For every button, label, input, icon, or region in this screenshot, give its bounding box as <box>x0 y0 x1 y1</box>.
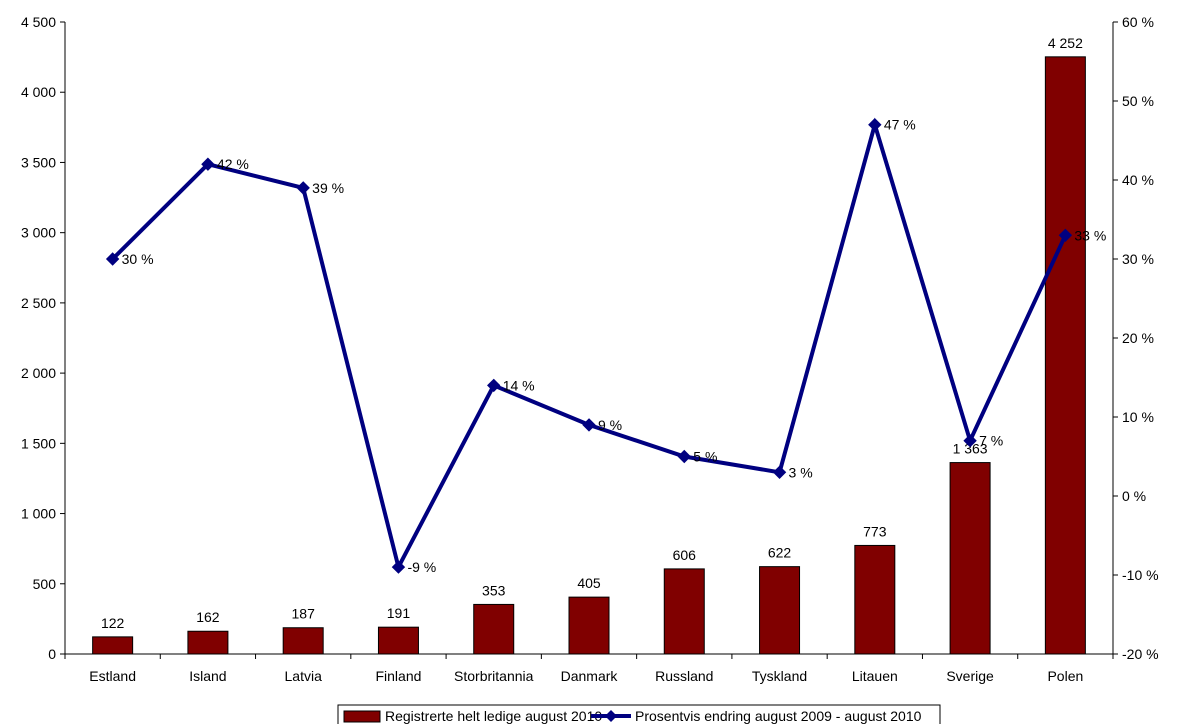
bar <box>282 627 324 655</box>
bar <box>663 568 705 655</box>
line-data-label: 30 % <box>122 251 154 267</box>
line-marker <box>487 378 501 393</box>
x-tick-label: Finland <box>375 668 421 684</box>
bar <box>568 596 610 655</box>
x-tick-label: Estland <box>89 668 136 684</box>
bar-data-label: 622 <box>768 545 792 561</box>
right-tick-label: -10 % <box>1122 567 1159 583</box>
left-tick-label: 4 000 <box>21 84 56 100</box>
legend-box <box>337 704 941 724</box>
right-tick-label: 50 % <box>1122 93 1154 109</box>
legend-label-bar: Registrerte helt ledige august 2010 <box>385 708 602 724</box>
right-tick-label: 40 % <box>1122 172 1154 188</box>
bar <box>759 566 801 655</box>
x-tick-label: Danmark <box>561 668 619 684</box>
left-tick-label: 3 000 <box>21 225 56 241</box>
left-y-axis: 0 500 1 000 1 500 2 000 2 500 3 000 3 500 4 000 4… <box>21 14 66 662</box>
line-data-label: 39 % <box>312 180 344 196</box>
line-marker <box>1058 228 1073 243</box>
line-marker <box>868 117 882 132</box>
right-tick-label: -20 % <box>1122 646 1159 662</box>
right-y-axis: -20 % -10 % 0 % 10 % 20 % 30 % 40 % 50 % 60 % <box>1112 14 1159 662</box>
line-data-label: 33 % <box>1074 227 1106 243</box>
right-tick-label: 60 % <box>1122 14 1154 30</box>
x-tick-label: Polen <box>1047 668 1083 684</box>
left-tick-label: 2 000 <box>21 365 56 381</box>
left-tick-label: 1 000 <box>21 506 56 522</box>
x-tick-label: Sverige <box>946 668 994 684</box>
x-tick-label: Russland <box>655 668 713 684</box>
bar-data-label: 405 <box>577 575 601 591</box>
line-marker <box>677 449 691 464</box>
left-tick-label: 500 <box>33 576 57 592</box>
line-data-label: -9 % <box>407 559 436 575</box>
bar <box>92 636 134 655</box>
x-tick-label: Island <box>189 668 226 684</box>
left-tick-label: 3 500 <box>21 154 56 170</box>
right-tick-label: 20 % <box>1122 330 1154 346</box>
bar-data-label: 773 <box>863 523 887 539</box>
x-tick-label: Storbritannia <box>454 668 534 684</box>
bar-data-label: 4 252 <box>1048 35 1083 51</box>
x-tick-label: Latvia <box>285 668 323 684</box>
line-series: 30 % 42 % 39 % -9 % 14 % 9 % 5 % 3 % 47 % 7 % 33 % <box>105 117 1106 575</box>
left-tick-label: 2 500 <box>21 295 56 311</box>
line-data-label: 47 % <box>884 117 916 133</box>
bar-series: 122 162 187 191 353 405 606 622 773 1 363 4 252 <box>92 35 1086 655</box>
line-marker <box>582 418 596 432</box>
line-path <box>111 117 1068 573</box>
x-tick-label: Tyskland <box>752 668 807 684</box>
bar <box>1044 56 1086 655</box>
line-data-label: 3 % <box>789 464 813 480</box>
legend: Registrerte helt ledige august 2010 Prose… <box>337 704 941 724</box>
bar-data-label: 191 <box>387 605 411 621</box>
line-marker <box>296 181 310 195</box>
bar <box>187 630 229 655</box>
legend-label-line: Prosentvis endring august 2009 - august … <box>635 708 922 724</box>
bar <box>473 603 515 655</box>
line-data-label: 42 % <box>217 156 249 172</box>
bar-data-label: 1 363 <box>953 441 988 457</box>
bar-data-label: 606 <box>673 547 697 563</box>
line-marker <box>105 252 120 266</box>
right-tick-label: 10 % <box>1122 409 1154 425</box>
legend-swatch-bar <box>343 710 381 723</box>
line-marker <box>201 157 215 171</box>
line-data-label: 9 % <box>598 417 622 433</box>
left-tick-label: 4 500 <box>21 14 56 30</box>
right-tick-label: 30 % <box>1122 251 1154 267</box>
right-tick-label: 0 % <box>1122 488 1146 504</box>
x-tick-label: Litauen <box>852 668 898 684</box>
line-data-label: 5 % <box>693 449 717 465</box>
line-data-label: 14 % <box>503 377 535 393</box>
left-tick-label: 1 500 <box>21 435 56 451</box>
x-axis: Estland Island Latvia Finland Storbritannia D… <box>64 653 1114 684</box>
left-tick-label: 0 <box>48 646 56 662</box>
bar <box>949 462 991 655</box>
line-data-label: 7 % <box>979 433 1003 449</box>
line-marker <box>963 433 977 448</box>
bar-data-label: 122 <box>101 615 125 631</box>
bar-data-label: 187 <box>292 606 316 622</box>
bar-data-label: 353 <box>482 582 506 598</box>
bar-data-label: 162 <box>196 609 220 625</box>
legend-swatch-marker <box>605 710 617 722</box>
bar <box>854 544 896 655</box>
bar <box>377 626 419 655</box>
line-marker <box>391 560 406 574</box>
line-marker <box>772 465 787 480</box>
